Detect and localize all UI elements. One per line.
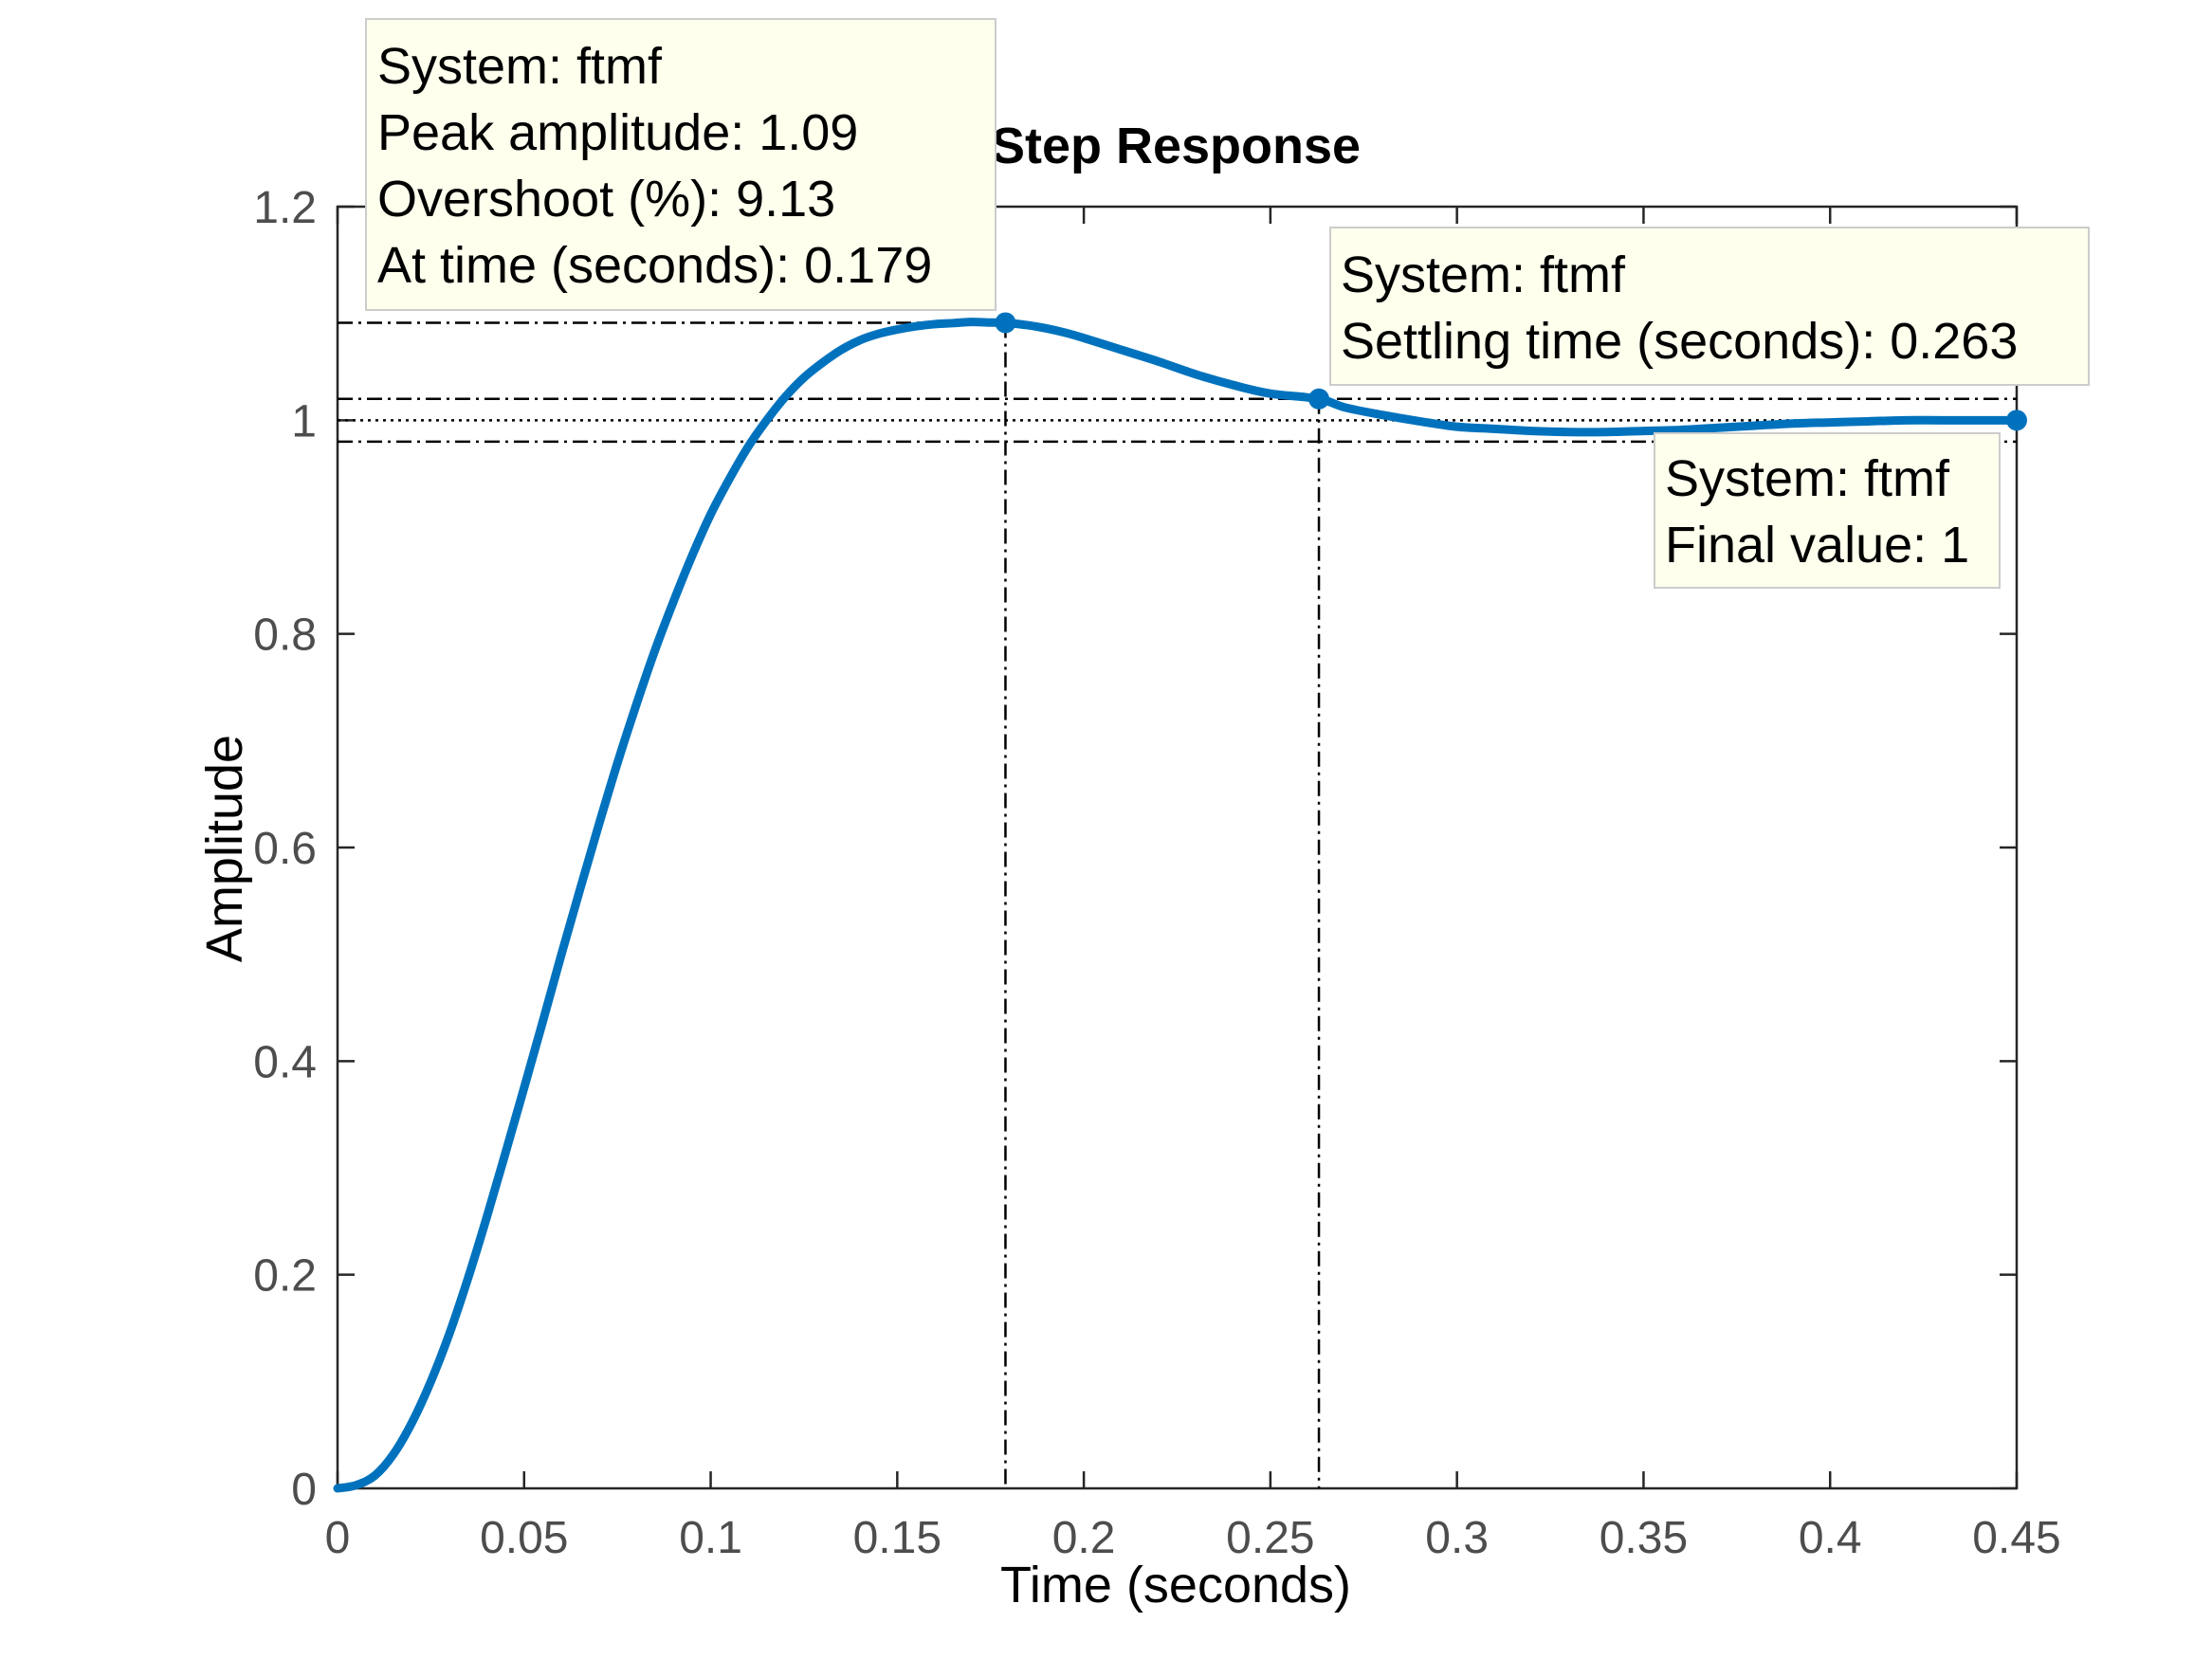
x-tick-label: 0.3 xyxy=(1425,1513,1489,1563)
datatip-peak-box xyxy=(365,18,996,311)
datatip-final-line: Final value: 1 xyxy=(1665,517,1969,574)
datatip-peak[interactable]: System: ftmf Peak amplitude: 1.09 Oversh… xyxy=(365,18,996,311)
datatip-settling-box xyxy=(1329,227,2090,386)
x-tick-label: 0.1 xyxy=(679,1513,742,1563)
y-tick-label: 0.8 xyxy=(253,611,317,661)
reference-lines xyxy=(338,321,2017,1488)
axes-layer: 0 0.05 0.1 0.15 0.2 0.25 0.3 0.35 0.4 0.45 0 0.2 0.4… xyxy=(253,183,2060,1563)
datatip-marker-final xyxy=(2006,410,2027,431)
datatip-peak-line: System: ftmf xyxy=(377,38,663,95)
y-tick-label: 0 xyxy=(291,1465,317,1515)
y-tick-label: 0.6 xyxy=(253,824,317,874)
datatip-peak-line: Overshoot (%): 9.13 xyxy=(377,171,835,228)
datatip-peak-line: Peak amplitude: 1.09 xyxy=(377,104,858,161)
x-tick-label: 0.2 xyxy=(1052,1513,1116,1563)
datatip-settling[interactable]: System: ftmf Settling time (seconds): 0.… xyxy=(1329,227,2090,386)
y-tick-label: 0.4 xyxy=(253,1037,317,1087)
x-tick-label: 0.4 xyxy=(1799,1513,1862,1563)
y-axis-label: Amplitude xyxy=(196,735,253,962)
x-tick-label: 0.05 xyxy=(480,1513,568,1563)
x-tick-label: 0.25 xyxy=(1226,1513,1314,1563)
x-tick-label: 0.15 xyxy=(853,1513,941,1563)
y-tick-label: 0.2 xyxy=(253,1251,317,1302)
datatip-peak-line: At time (seconds): 0.179 xyxy=(377,237,932,294)
chart-title: Step Response xyxy=(991,118,1361,174)
step-response-line xyxy=(333,318,2021,1493)
datatip-markers xyxy=(995,312,2027,431)
datatip-final-line: System: ftmf xyxy=(1665,450,1950,507)
y-tick-label: 1 xyxy=(291,396,317,447)
plot-area-frame xyxy=(336,205,2019,1490)
datatip-marker-peak xyxy=(995,312,1016,334)
datatip-final[interactable]: System: ftmf Final value: 1 xyxy=(1654,432,2001,589)
x-axis-label: Time (seconds) xyxy=(1000,1557,1351,1613)
y-tick-label: 1.2 xyxy=(253,183,317,233)
datatip-final-box xyxy=(1654,432,2001,589)
datatip-settling-line: Settling time (seconds): 0.263 xyxy=(1341,313,2018,370)
datatip-settling-line: System: ftmf xyxy=(1341,246,1626,303)
x-tick-label: 0 xyxy=(325,1513,351,1563)
x-tick-label: 0.35 xyxy=(1600,1513,1688,1563)
x-tick-label: 0.45 xyxy=(1972,1513,2060,1563)
datatip-marker-settling xyxy=(1308,388,1330,410)
series-layer xyxy=(333,318,2021,1493)
